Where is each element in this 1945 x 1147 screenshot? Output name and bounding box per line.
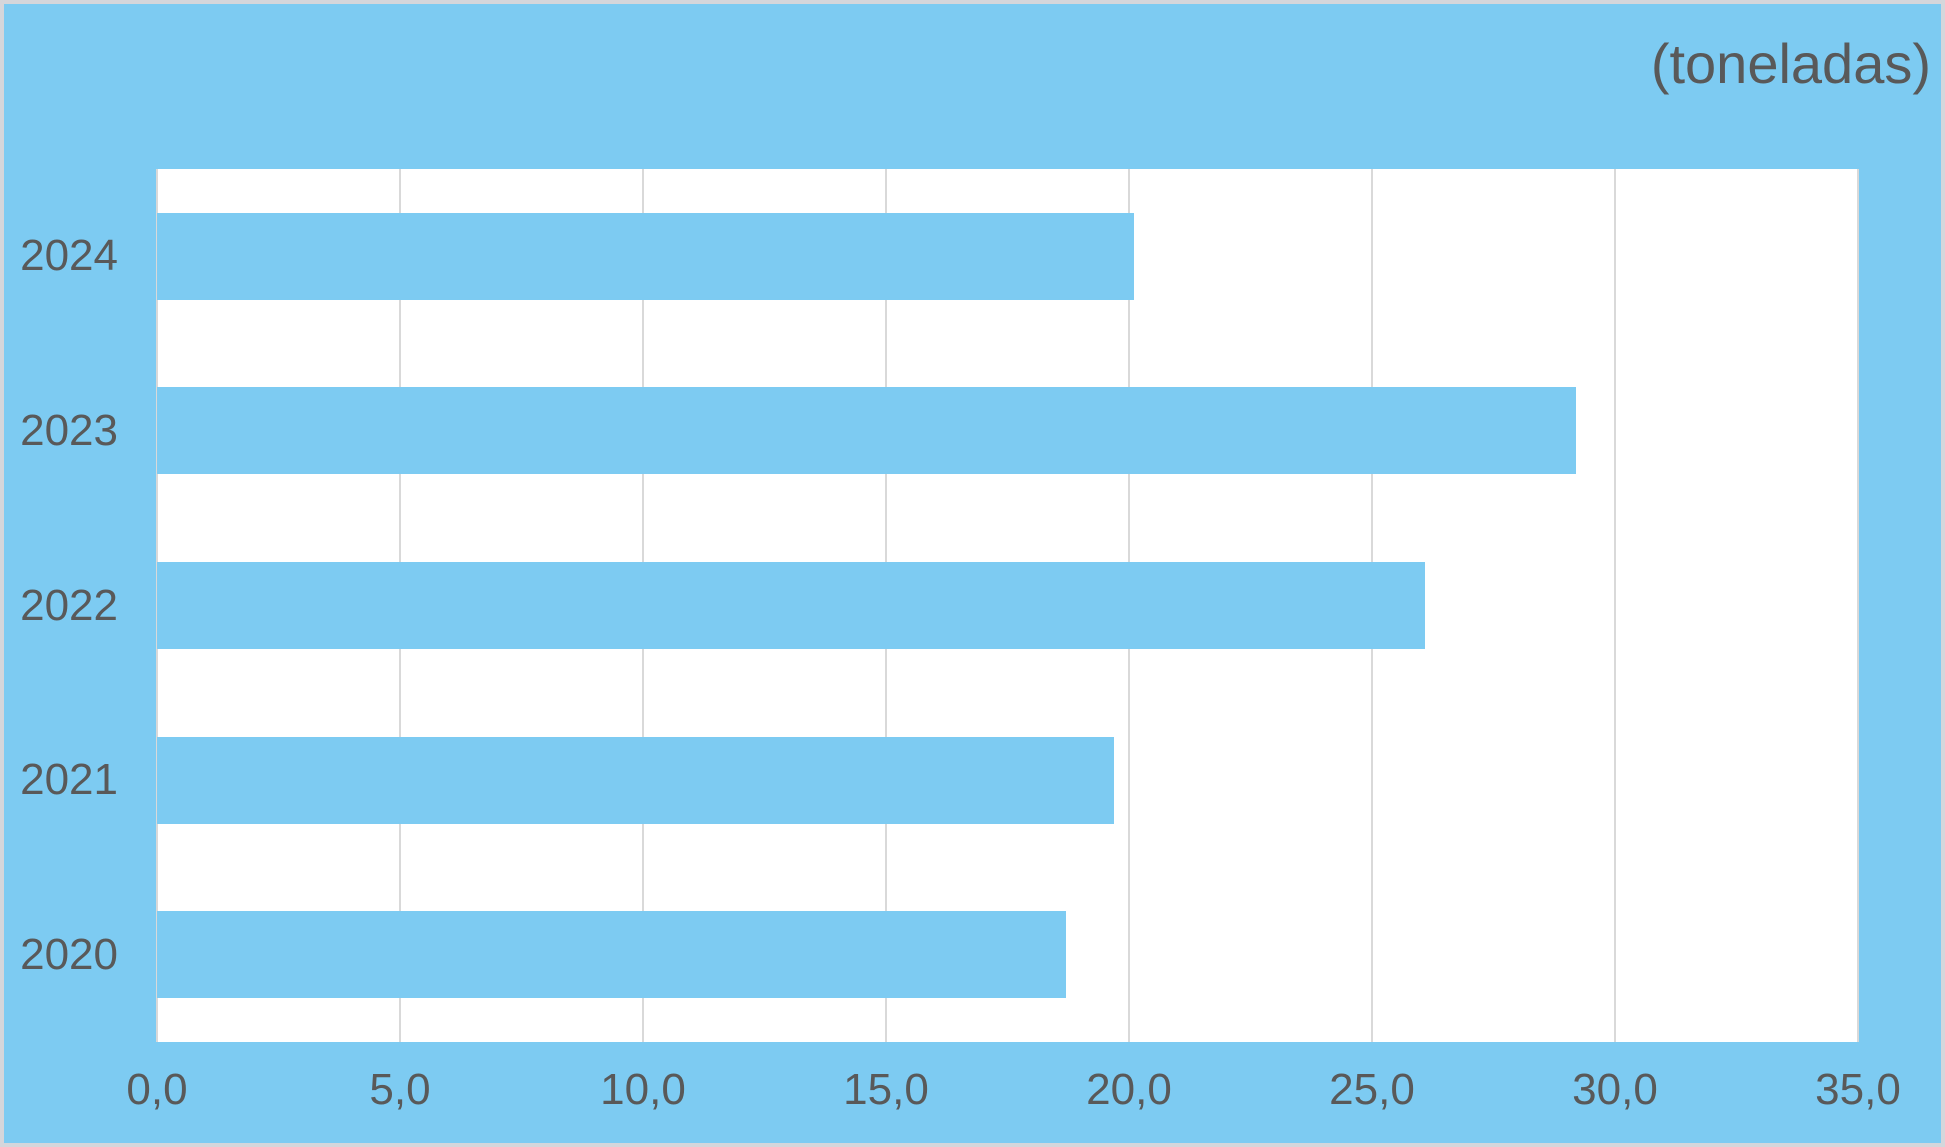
x-axis-label-20: 20,0	[1086, 1065, 1172, 1114]
chart-title: (toneladas)	[1650, 32, 1931, 95]
x-axis-label-25: 25,0	[1329, 1065, 1415, 1114]
x-axis-label-5: 5,0	[369, 1065, 431, 1114]
gridline-x-30	[1614, 169, 1616, 1042]
bar-2021	[157, 736, 1115, 824]
y-axis-label-2024: 2024	[20, 231, 118, 281]
x-axis-label-10: 10,0	[600, 1065, 686, 1114]
y-axis-label-2020: 2020	[20, 929, 118, 979]
y-axis-label-2022: 2022	[20, 580, 118, 630]
bar-2023	[157, 387, 1577, 475]
gridline-x-35	[1857, 169, 1859, 1042]
y-axis-label-2023: 2023	[20, 405, 118, 455]
y-axis-label-2021: 2021	[20, 755, 118, 805]
bar-2024	[157, 212, 1134, 300]
x-axis-label-35: 35,0	[1815, 1065, 1901, 1114]
bar-2020	[157, 911, 1066, 999]
x-axis-label-0: 0,0	[126, 1065, 188, 1114]
x-axis-label-15: 15,0	[843, 1065, 929, 1114]
x-axis-label-30: 30,0	[1572, 1065, 1658, 1114]
bar-2022	[157, 562, 1426, 649]
